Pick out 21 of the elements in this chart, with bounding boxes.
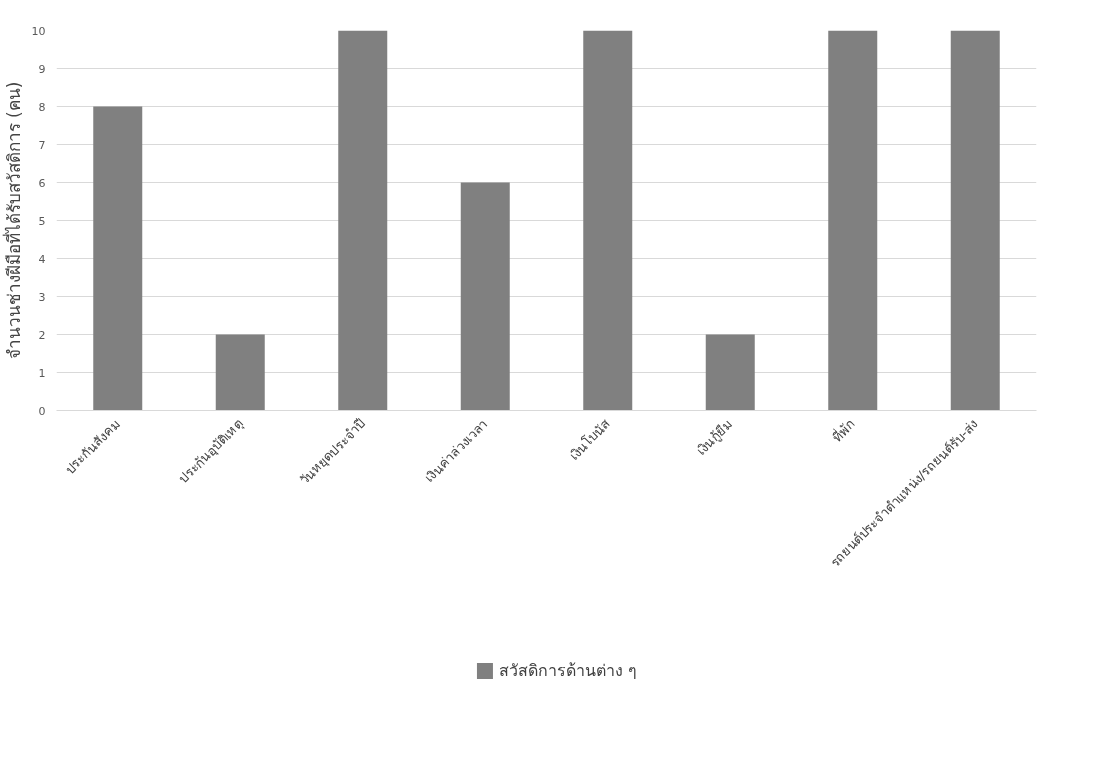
y-tick-label: 7 [38,138,46,152]
y-tick-label: 1 [38,366,46,380]
bar [338,30,388,411]
y-tick-label: 10 [31,24,46,38]
y-tick-label: 2 [38,328,46,342]
y-tick-label: 6 [38,176,46,190]
bar [950,30,1000,411]
bar [460,182,510,411]
bar [583,30,633,411]
y-tick-label: 9 [38,62,46,76]
bar [828,30,878,411]
bar [215,334,265,411]
bar [705,334,755,411]
y-tick-label: 0 [38,404,46,418]
y-tick-label: 5 [38,214,46,228]
y-tick-label: 4 [38,252,46,266]
y-tick-label: 8 [38,100,46,114]
y-tick-label: 3 [38,290,46,304]
y-axis-title: จำนวนช่างฝีมือที่ได้รับสวัสดิการ (คน) [1,81,24,360]
bar [93,106,143,411]
legend-label: สวัสดิการด้านต่าง ๆ [498,659,638,682]
